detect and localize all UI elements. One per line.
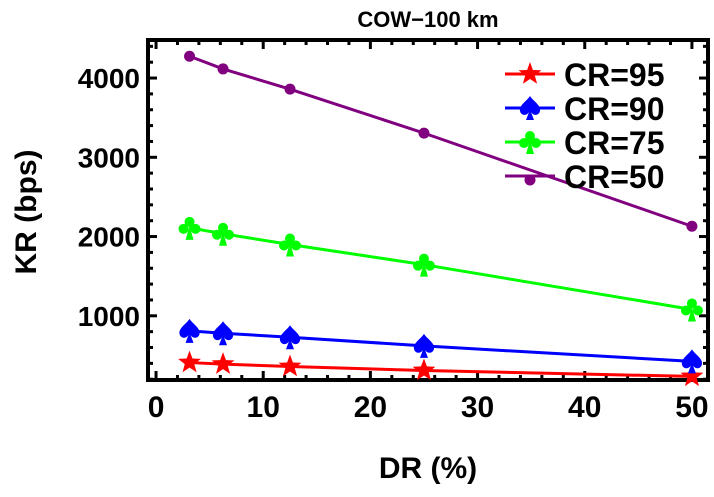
data-point-spade bbox=[179, 318, 200, 343]
data-point-club bbox=[680, 298, 703, 322]
club-lobe bbox=[279, 240, 290, 251]
legend-item: CR=50 bbox=[505, 159, 665, 195]
data-point-circle bbox=[686, 220, 698, 232]
plot-frame bbox=[146, 38, 710, 382]
club-lobe bbox=[218, 222, 229, 233]
spade-shape bbox=[681, 349, 703, 374]
data-point-club bbox=[519, 131, 541, 154]
legend-label: CR=50 bbox=[564, 159, 665, 195]
data-point-star bbox=[412, 358, 436, 381]
club-lobe bbox=[418, 253, 429, 264]
series-cr-90 bbox=[179, 318, 703, 374]
x-tick-label: 20 bbox=[354, 391, 387, 424]
club-lobe bbox=[224, 229, 235, 240]
x-tick-label: 30 bbox=[461, 391, 494, 424]
legend-label: CR=90 bbox=[564, 91, 665, 127]
data-point-spade bbox=[413, 333, 435, 358]
legend-item: CR=75 bbox=[505, 125, 665, 161]
club-lobe bbox=[519, 138, 529, 148]
data-point-star bbox=[518, 62, 542, 84]
data-point-circle bbox=[284, 83, 296, 95]
club-lobe bbox=[285, 233, 296, 244]
club-lobe bbox=[212, 229, 223, 240]
y-tick-label: 2000 bbox=[78, 222, 140, 253]
data-point-star bbox=[178, 350, 201, 373]
series-cr-75 bbox=[178, 216, 703, 322]
chart-title: COW−100 km bbox=[357, 7, 498, 32]
club-stem bbox=[219, 231, 228, 246]
star-shape bbox=[680, 364, 704, 387]
club-lobe bbox=[184, 216, 195, 227]
data-point-spade bbox=[279, 325, 301, 350]
star-shape bbox=[178, 350, 201, 373]
series-cr-50 bbox=[184, 50, 698, 232]
star-shape bbox=[211, 352, 235, 374]
data-point-circle bbox=[184, 50, 196, 62]
data-point-club bbox=[212, 222, 235, 246]
club-stem bbox=[185, 225, 194, 240]
y-tick-label: 1000 bbox=[78, 301, 140, 332]
spade-shape bbox=[279, 325, 301, 350]
x-tick-label: 10 bbox=[247, 391, 280, 424]
star-shape bbox=[518, 62, 542, 84]
data-point-circle bbox=[524, 174, 536, 186]
club-lobe bbox=[686, 298, 697, 309]
star-shape bbox=[412, 358, 436, 381]
series-line bbox=[189, 226, 693, 311]
data-point-star bbox=[278, 354, 302, 377]
y-axis-ticks: 1000 2000 3000 4000 bbox=[78, 44, 708, 381]
x-tick-label: 0 bbox=[148, 391, 165, 424]
spade-shape bbox=[212, 321, 234, 346]
data-point-club bbox=[412, 253, 435, 277]
series-cr-95 bbox=[178, 350, 704, 387]
club-stem bbox=[286, 242, 295, 257]
legend-label: CR=95 bbox=[564, 57, 665, 93]
club-lobe bbox=[525, 131, 535, 141]
x-axis-ticks: 0 10 20 30 40 50 bbox=[148, 40, 709, 424]
data-point-spade bbox=[212, 321, 234, 346]
star-shape bbox=[278, 354, 302, 377]
series-line bbox=[189, 361, 692, 378]
y-tick-label: 4000 bbox=[78, 63, 140, 94]
data-point-circle bbox=[217, 63, 229, 75]
series-line bbox=[189, 329, 693, 363]
series-group bbox=[178, 50, 704, 387]
club-lobe bbox=[424, 260, 435, 271]
data-point-star bbox=[211, 352, 235, 374]
x-tick-label: 40 bbox=[568, 391, 601, 424]
club-lobe bbox=[680, 305, 691, 316]
club-lobe bbox=[692, 305, 703, 316]
data-point-spade bbox=[519, 96, 541, 120]
legend-item: CR=95 bbox=[505, 57, 665, 93]
spade-shape bbox=[519, 96, 541, 120]
y-tick-label: 3000 bbox=[78, 142, 140, 173]
data-point-circle bbox=[418, 127, 430, 139]
x-tick-label: 50 bbox=[675, 391, 708, 424]
data-point-club bbox=[279, 233, 302, 257]
x-axis-label: DR (%) bbox=[379, 452, 477, 485]
club-lobe bbox=[291, 240, 302, 251]
plot-area bbox=[146, 38, 710, 382]
spade-shape bbox=[413, 333, 435, 358]
club-lobe bbox=[178, 223, 189, 234]
club-stem bbox=[687, 307, 696, 322]
club-stem bbox=[419, 262, 428, 277]
club-lobe bbox=[531, 138, 541, 148]
spade-shape bbox=[179, 318, 200, 343]
data-point-club bbox=[178, 216, 201, 240]
data-point-spade bbox=[681, 349, 703, 374]
legend-item: CR=90 bbox=[505, 91, 665, 127]
y-axis-label: KR (bps) bbox=[10, 150, 43, 275]
club-stem bbox=[526, 140, 534, 154]
legend-label: CR=75 bbox=[564, 125, 665, 161]
data-point-star bbox=[680, 364, 704, 387]
club-lobe bbox=[190, 223, 201, 234]
club-lobe bbox=[412, 260, 423, 271]
